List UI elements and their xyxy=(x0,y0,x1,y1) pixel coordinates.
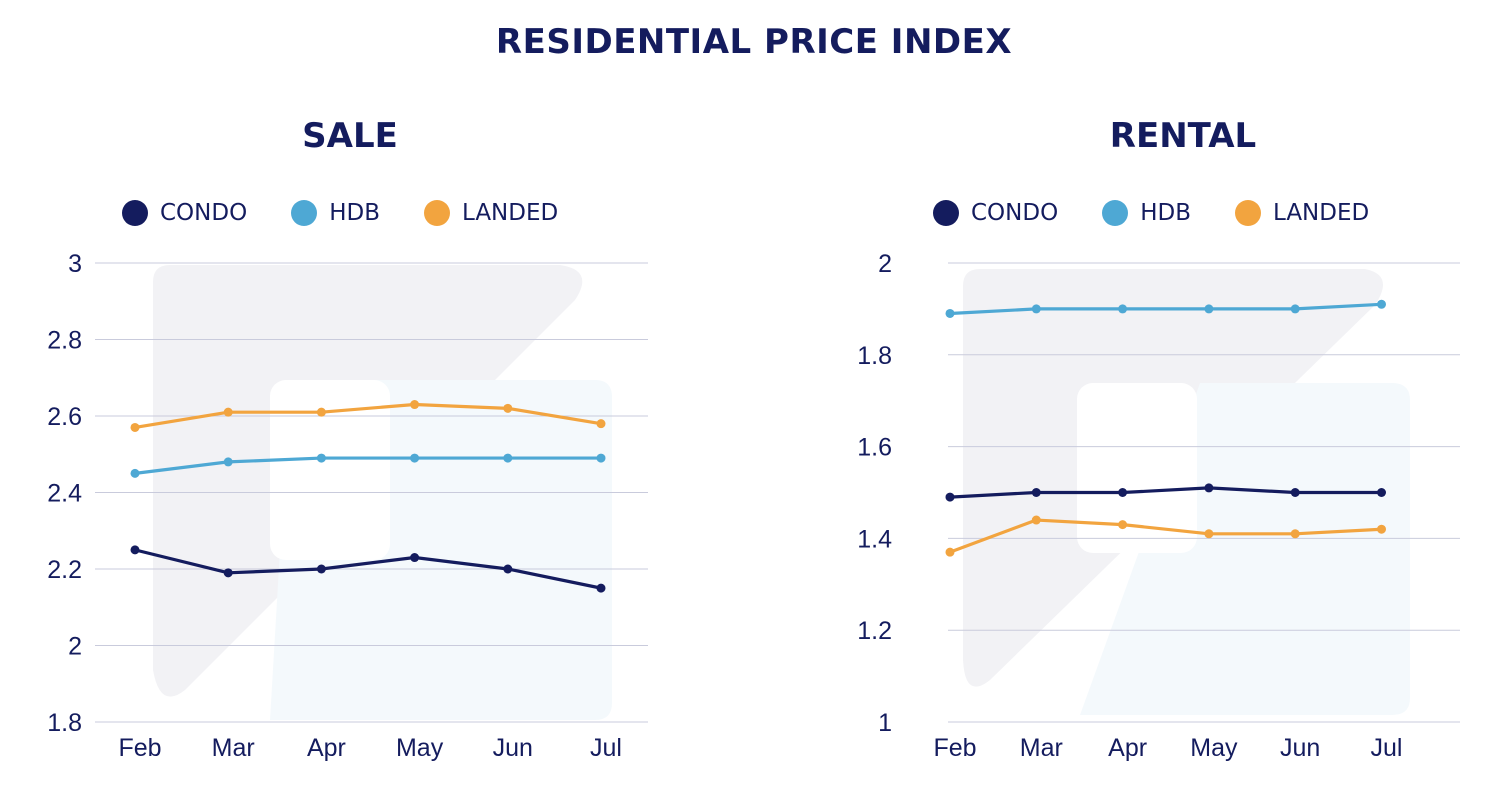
data-point-condo xyxy=(316,564,326,574)
data-point-landed xyxy=(1290,529,1300,539)
x-tick-label: Jul xyxy=(1371,734,1403,762)
y-tick-label: 2.4 xyxy=(47,480,82,508)
data-point-hdb xyxy=(596,453,606,463)
series-line-hdb xyxy=(134,456,601,475)
y-tick-label: 1.6 xyxy=(857,434,892,462)
landed-swatch-icon xyxy=(1234,200,1261,226)
legend-label: CONDO xyxy=(971,200,1059,226)
x-tick-label: Feb xyxy=(118,734,161,762)
y-tick-label: 1.8 xyxy=(47,709,82,737)
data-point-landed xyxy=(596,419,606,429)
legend-item-condo: CONDO xyxy=(122,200,247,226)
data-point-hdb xyxy=(1377,299,1386,309)
series-line-landed xyxy=(134,402,602,430)
legend-item-hdb: HDB xyxy=(1102,200,1191,226)
legend-label: LANDED xyxy=(1272,200,1370,226)
data-point-condo xyxy=(1031,488,1041,497)
y-tick-label: 2 xyxy=(878,250,892,278)
hdb-swatch-icon xyxy=(291,200,318,226)
x-tick-label: Jun xyxy=(493,734,533,762)
x-tick-label: Jun xyxy=(1280,734,1320,762)
y-tick-label: 2.8 xyxy=(47,327,82,355)
main-title: RESIDENTIAL PRICE INDEX xyxy=(495,22,1013,62)
sale-legend: CONDO HDB LANDED xyxy=(122,200,602,226)
rental-legend: CONDO HDB LANDED xyxy=(933,200,1413,226)
rental-title: RENTAL xyxy=(1109,116,1257,156)
landed-swatch-icon xyxy=(423,200,450,226)
legend-label: CONDO xyxy=(160,200,248,226)
data-point-hdb xyxy=(503,453,513,463)
y-tick-label: 2.6 xyxy=(47,403,82,431)
hdb-swatch-icon xyxy=(1102,200,1129,226)
x-tick-label: Feb xyxy=(933,734,976,762)
legend-label: HDB xyxy=(1140,200,1191,226)
data-point-landed xyxy=(503,403,513,413)
data-point-hdb xyxy=(1118,304,1128,314)
data-point-landed xyxy=(1118,520,1128,530)
data-point-hdb xyxy=(1290,304,1300,314)
watermark-shape xyxy=(1077,383,1197,553)
x-tick-label: Apr xyxy=(1108,734,1147,762)
data-point-condo xyxy=(945,492,955,502)
condo-swatch-icon xyxy=(933,200,959,226)
data-point-landed xyxy=(945,547,955,557)
data-point-condo xyxy=(1204,483,1214,493)
data-point-landed xyxy=(1377,524,1386,534)
data-point-hdb xyxy=(1031,304,1041,314)
data-point-hdb xyxy=(410,453,420,463)
series-line-condo xyxy=(949,486,1382,499)
watermark-shape xyxy=(1080,383,1410,715)
data-point-condo xyxy=(223,568,233,578)
watermark-shape xyxy=(270,380,390,560)
sale-chart: 1.8 2 2.2 2.4 2.6 2.8 3 Feb Mar Apr May Jun Jul xyxy=(47,250,648,762)
data-point-landed xyxy=(1204,529,1214,539)
y-tick-label: 1 xyxy=(878,709,892,737)
data-point-landed xyxy=(1031,515,1041,525)
data-point-condo xyxy=(130,545,140,555)
x-tick-label: Apr xyxy=(307,734,346,762)
data-point-condo xyxy=(410,553,420,563)
data-point-hdb xyxy=(1204,304,1214,314)
data-point-condo xyxy=(1118,488,1128,497)
series-line-condo xyxy=(134,548,602,590)
series-line-hdb xyxy=(949,302,1382,316)
data-point-condo xyxy=(596,583,606,593)
data-point-landed xyxy=(130,422,140,432)
y-tick-label: 2 xyxy=(68,633,82,661)
data-point-hdb xyxy=(316,453,326,463)
y-tick-label: 1.4 xyxy=(857,525,892,553)
rental-chart: 1 1.2 1.4 1.6 1.8 2 Feb Mar Apr May Jun Jul xyxy=(857,250,1460,762)
legend-item-condo: CONDO xyxy=(933,200,1058,226)
x-tick-label: Mar xyxy=(212,734,255,762)
legend-item-landed: LANDED xyxy=(1234,200,1370,226)
x-tick-label: May xyxy=(1190,734,1238,762)
data-point-condo xyxy=(1290,488,1300,497)
x-tick-label: Mar xyxy=(1020,734,1063,762)
y-tick-label: 2.2 xyxy=(47,556,82,584)
y-tick-label: 1.2 xyxy=(857,617,892,645)
data-point-condo xyxy=(503,564,513,574)
x-tick-label: Jul xyxy=(590,734,622,762)
data-point-hdb xyxy=(945,308,955,318)
y-tick-label: 3 xyxy=(68,250,82,278)
data-point-landed xyxy=(223,407,233,417)
legend-label: LANDED xyxy=(461,200,559,226)
x-tick-label: May xyxy=(396,734,444,762)
data-point-landed xyxy=(410,400,420,410)
data-point-hdb xyxy=(130,468,140,478)
legend-label: HDB xyxy=(329,200,380,226)
series-line-landed xyxy=(949,518,1382,554)
legend-item-hdb: HDB xyxy=(291,200,380,226)
y-tick-label: 1.8 xyxy=(857,342,892,370)
legend-item-landed: LANDED xyxy=(423,200,559,226)
data-point-condo xyxy=(1377,488,1386,497)
data-point-landed xyxy=(316,407,326,417)
condo-swatch-icon xyxy=(122,200,148,226)
sale-title: SALE xyxy=(302,116,398,156)
data-point-hdb xyxy=(223,457,233,467)
